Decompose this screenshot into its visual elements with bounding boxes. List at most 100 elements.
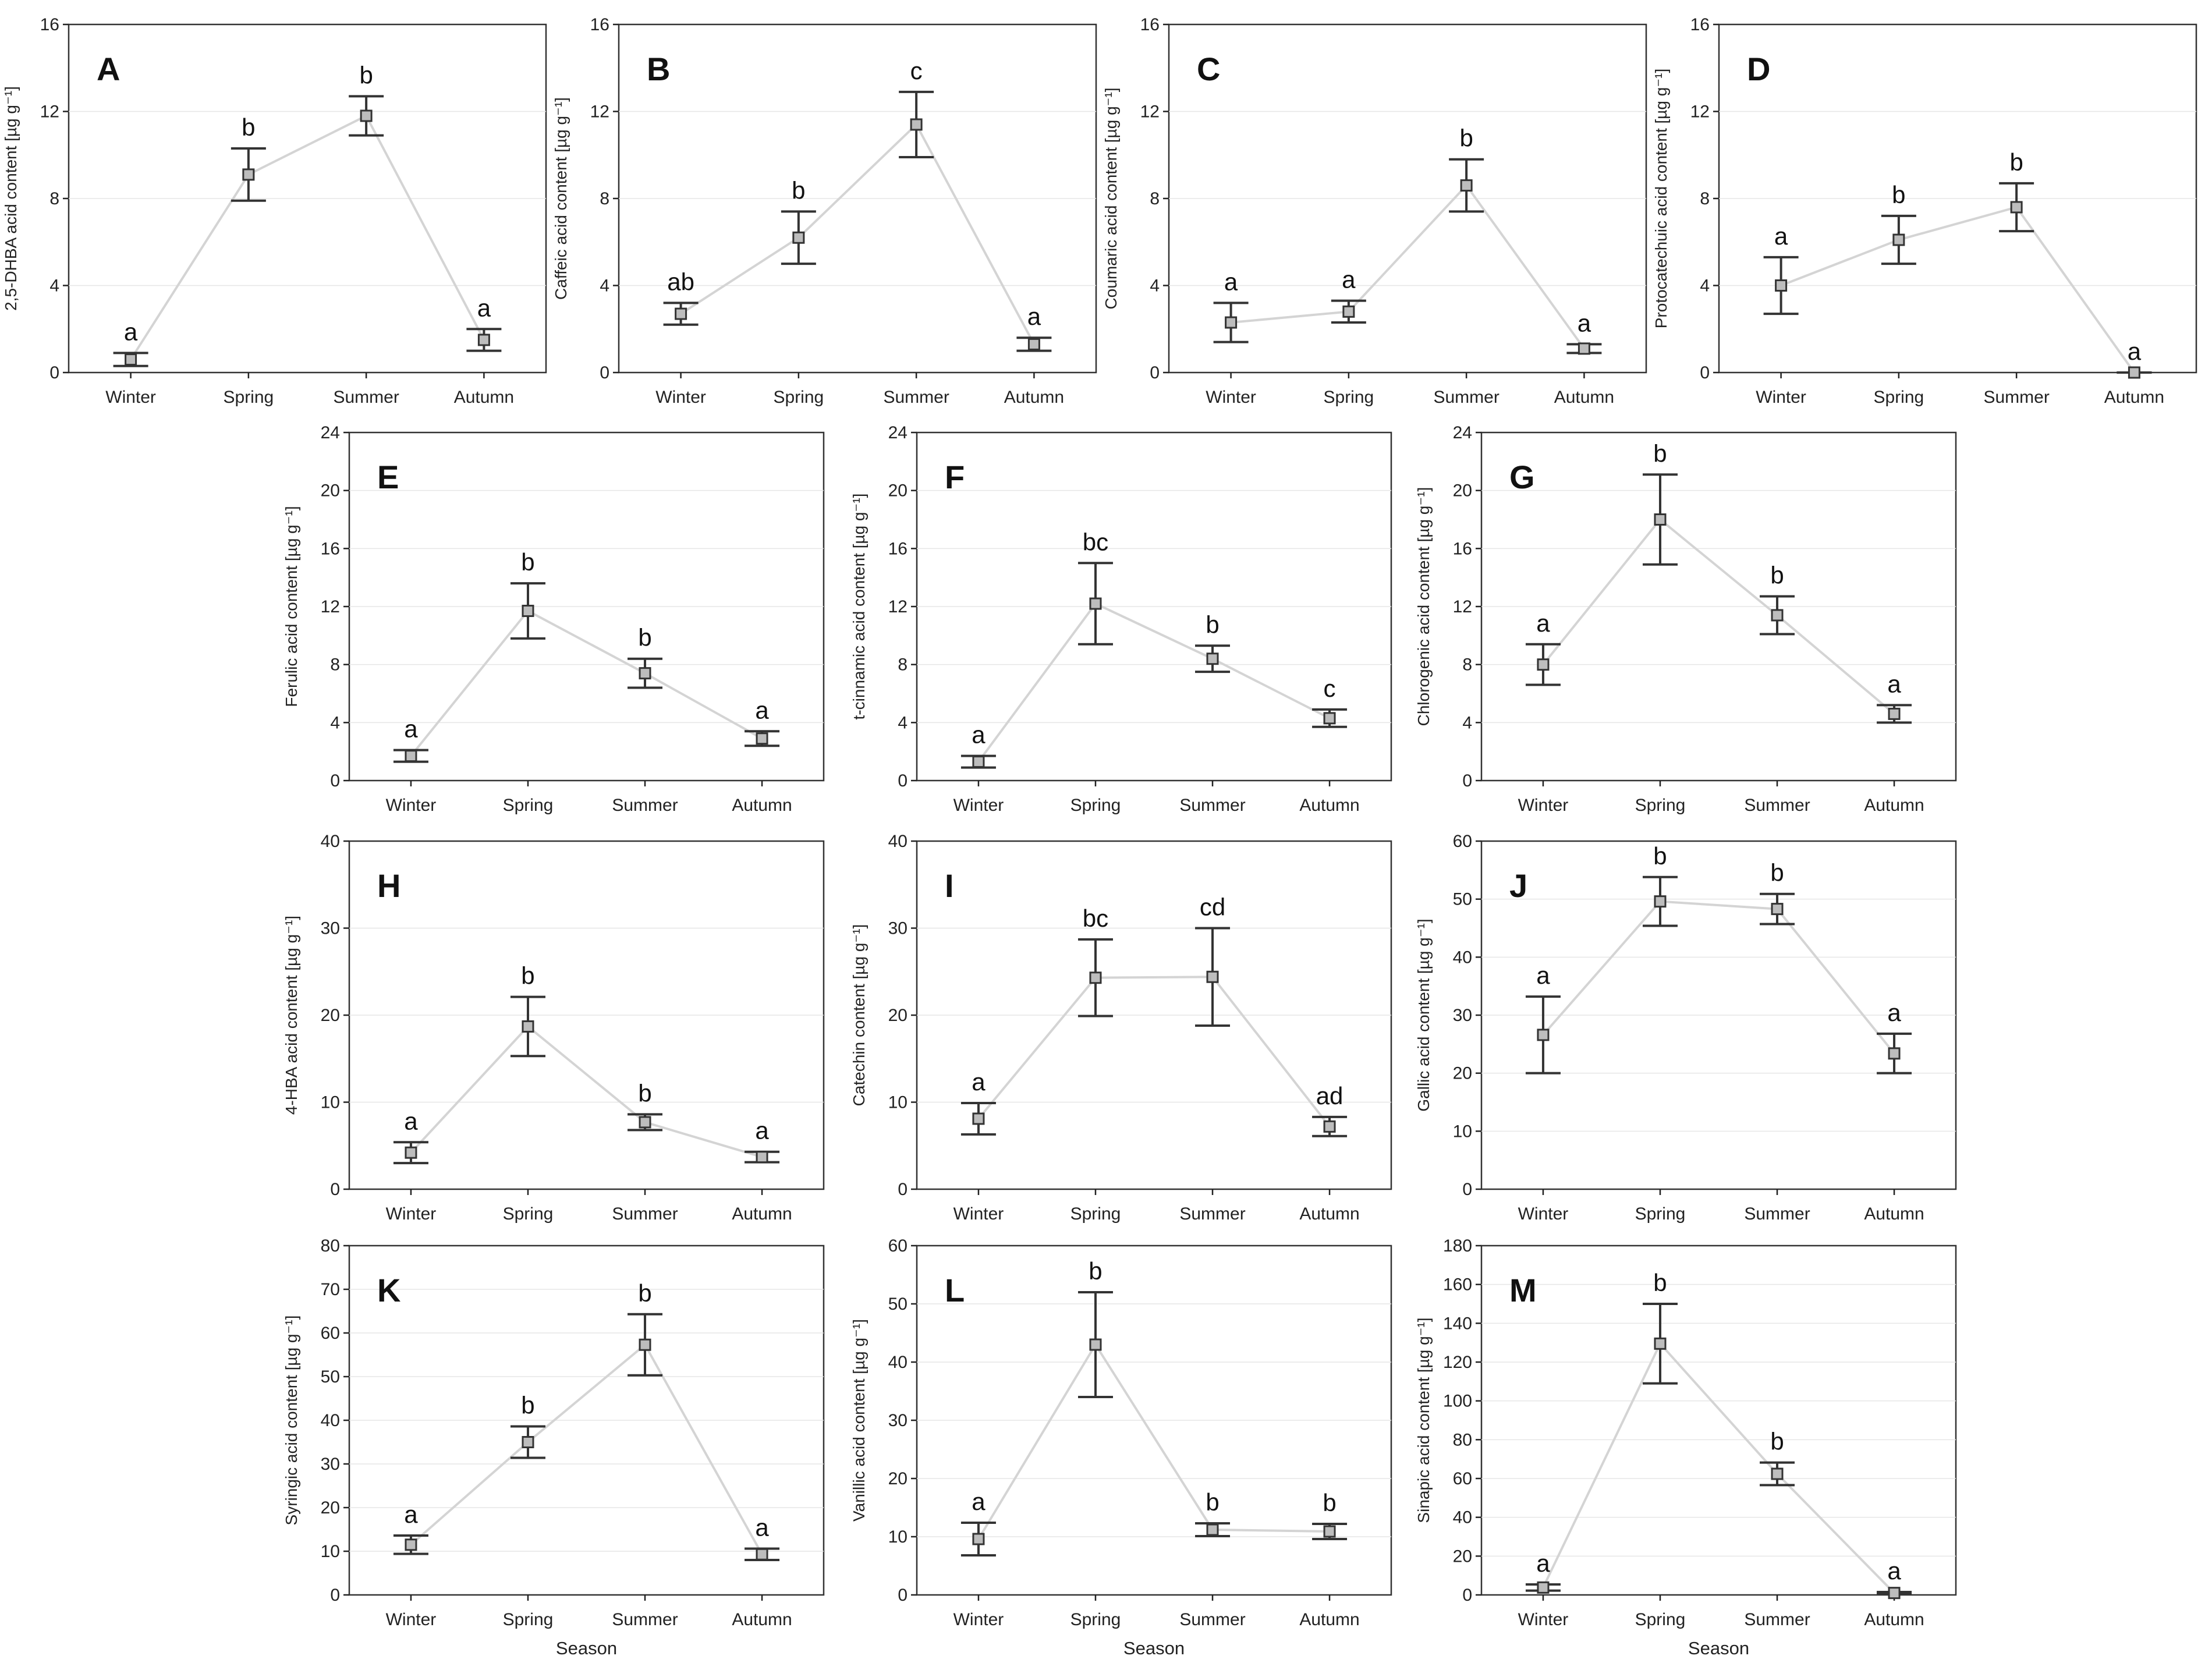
y-tick-label: 8 [1150,189,1160,208]
y-tick-label: 30 [321,1455,340,1474]
x-tick-label: Spring [1635,796,1686,815]
y-tick-label: 16 [1453,539,1472,558]
y-tick-label: 24 [321,423,340,442]
significance-letter: a [1536,609,1550,637]
x-tick-label: Spring [1874,388,1924,407]
significance-letter: a [1224,268,1238,295]
y-tick-label: 0 [330,1586,340,1605]
y-axis-label: Coumaric acid content [µg g⁻¹] [1102,87,1120,309]
x-tick-label: Autumn [732,1204,792,1224]
y-tick-label: 4 [1700,276,1710,296]
x-tick-label: Autumn [1004,388,1064,407]
data-point [972,756,985,768]
y-axis-label: Gallic acid content [µg g⁻¹] [1415,919,1433,1111]
panel-e: 0 4 8 12 16 20 24 Winter Spring Summer Autumn Ferul… [282,423,825,815]
y-tick-label: 16 [1690,15,1710,34]
data-point [1089,1338,1102,1351]
significance-letter: b [521,1392,534,1419]
y-tick-label: 40 [888,1353,908,1372]
data-point [756,1151,768,1164]
panel-i: 0 10 20 30 40 Winter Spring Summer Autumn Catechi… [850,832,1392,1224]
data-point [522,604,534,617]
data-point [360,109,373,122]
series-line [977,976,1331,1127]
data-point [2010,201,2023,214]
significance-letter: a [124,318,138,345]
y-tick-label: 16 [40,15,59,34]
significance-letter: b [1206,611,1219,638]
y-tick-label: 10 [1453,1122,1472,1141]
significance-letter: a [755,1117,769,1144]
y-tick-label: 20 [1453,481,1472,501]
y-tick-label: 40 [888,832,908,851]
y-axis-label: t-cinnamic acid content [µg g⁻¹] [850,494,868,720]
x-tick-label: Winter [1518,1204,1569,1224]
panel-k: 0 10 20 30 40 50 60 70 80 Winter Spring Summer Autum… [282,1236,825,1658]
y-tick-label: 0 [330,771,340,790]
panel-letter: D [1747,51,1770,87]
y-tick-label: 8 [1700,189,1710,208]
y-tick-label: 30 [888,1411,908,1430]
data-point [1206,653,1219,665]
significance-letter: b [2009,148,2023,176]
significance-letter: cd [1200,893,1225,921]
y-tick-label: 12 [888,597,908,616]
significance-letter: b [1206,1488,1219,1516]
panel-letter: E [377,459,399,495]
panel-j: 0 10 20 30 40 50 60 Winter Spring Summer Autumn Gal… [1415,832,1957,1224]
significance-letter: b [1459,125,1473,152]
significance-letter: b [521,962,534,990]
y-tick-label: 8 [49,189,59,208]
series-line [410,1024,763,1158]
y-tick-label: 24 [1453,423,1472,442]
y-tick-label: 4 [1150,276,1160,296]
significance-letter: a [755,696,769,724]
significance-letter: a [1887,670,1901,697]
data-point [1771,1467,1784,1480]
y-tick-label: 0 [898,1586,908,1605]
y-tick-label: 16 [590,15,609,34]
y-tick-label: 140 [1443,1314,1472,1333]
data-point [125,353,137,366]
y-tick-label: 20 [888,1006,908,1025]
data-point [1089,971,1102,984]
x-tick-label: Winter [1518,1610,1569,1629]
y-tick-label: 10 [321,1542,340,1561]
y-axis-label: Caffeic acid content [µg g⁻¹] [552,97,570,300]
data-point [1578,342,1590,355]
x-tick-label: Winter [953,1204,1004,1224]
y-tick-label: 10 [321,1093,340,1112]
x-tick-label: Summer [1179,796,1245,815]
y-tick-label: 80 [321,1236,340,1256]
series-line [977,602,1330,763]
data-point [756,1548,768,1561]
significance-letter: a [1342,266,1356,293]
panel-a: 0 4 8 12 16 Winter Spring Summer Autumn 2,5-DHBA … [2,15,547,407]
y-tick-label: 10 [888,1093,908,1112]
x-tick-label: Spring [774,388,824,407]
y-axis-label: 4-HBA acid content [µg g⁻¹] [282,916,300,1115]
x-tick-label: Autumn [1299,796,1359,815]
significance-letter: b [638,1279,651,1307]
x-tick-label: Summer [1433,388,1499,407]
panel-letter: J [1509,867,1527,904]
x-tick-label: Winter [1518,796,1569,815]
y-tick-label: 20 [321,1006,340,1025]
y-tick-label: 4 [1462,713,1472,732]
x-tick-label: Spring [503,1610,554,1629]
data-point [522,1020,534,1033]
y-tick-label: 0 [330,1180,340,1199]
panel-h: 0 10 20 30 40 Winter Spring Summer Autumn 4-HBA a… [282,832,825,1224]
y-tick-label: 0 [1150,363,1160,382]
y-tick-label: 16 [1140,15,1160,34]
x-tick-label: Winter [953,796,1004,815]
data-point [1537,1029,1550,1041]
data-point [910,118,923,131]
y-tick-label: 12 [1453,597,1472,616]
data-point [1654,895,1667,908]
panel-g: 0 4 8 12 16 20 24 Winter Spring Summer Autumn Chlor… [1415,423,1957,815]
y-tick-label: 180 [1443,1236,1472,1256]
panel-c: 0 4 8 12 16 Winter Spring Summer Autumn Coumaric … [1102,15,1647,407]
y-axis-label: Chlorogenic acid content [µg g⁻¹] [1415,487,1433,726]
data-point [1206,970,1219,983]
